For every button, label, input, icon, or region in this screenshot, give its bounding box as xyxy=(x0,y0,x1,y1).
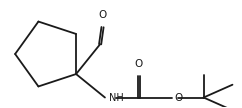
Text: O: O xyxy=(98,10,107,20)
Text: O: O xyxy=(174,93,182,102)
Text: NH: NH xyxy=(109,93,123,102)
Text: O: O xyxy=(135,59,143,69)
